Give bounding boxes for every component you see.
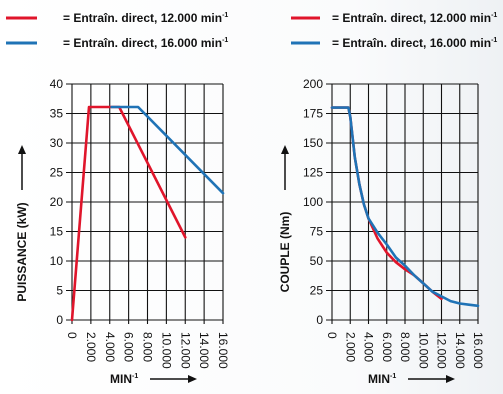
- x-tick-label: 2.000: [343, 332, 357, 362]
- x-tick-label: 0: [65, 332, 79, 339]
- legend-label-superscript: -1: [222, 37, 228, 44]
- legend-label-1: = Entraîn. direct, 12.000 min-1: [63, 11, 228, 25]
- y-tick-label: 25: [310, 284, 324, 298]
- x-tick-label: 8.000: [398, 332, 412, 362]
- x-tick-label: 14.000: [197, 332, 211, 369]
- series-line-1: [70, 105, 187, 322]
- x-tick-label: 6.000: [122, 332, 136, 362]
- x-tick-label: 16.000: [216, 332, 230, 369]
- legend-label-superscript: -1: [222, 12, 228, 19]
- x-axis-label: MIN-1: [110, 372, 138, 386]
- x-axis-arrow-head: [446, 375, 455, 383]
- chart-2: = Entraîn. direct, 12.000 min-1= Entraîn…: [278, 11, 497, 386]
- y-tick-label: 25: [50, 166, 64, 180]
- y-tick-label: 15: [50, 225, 64, 239]
- y-tick-label: 175: [303, 107, 323, 121]
- y-tick-label: 125: [303, 166, 323, 180]
- x-tick-label: 10.000: [416, 332, 430, 369]
- y-tick-label: 5: [56, 284, 63, 298]
- x-tick-label: 10.000: [159, 332, 173, 369]
- y-tick-label: 75: [310, 225, 324, 239]
- legend-label-text: = Entraîn. direct, 12.000 min: [63, 11, 222, 25]
- legend-label-text: = Entraîn. direct, 16.000 min: [332, 36, 491, 50]
- x-tick-label: 16.000: [471, 332, 485, 369]
- legend-label-superscript: -1: [491, 12, 497, 19]
- y-tick-label: 0: [316, 313, 323, 327]
- x-axis-label-superscript: -1: [132, 373, 138, 380]
- x-tick-label: 0: [325, 332, 339, 339]
- x-tick-label: 8.000: [141, 332, 155, 362]
- y-tick-label: 40: [50, 77, 64, 91]
- x-tick-label: 4.000: [103, 332, 117, 362]
- legend-label-text: = Entraîn. direct, 12.000 min: [332, 11, 491, 25]
- y-tick-label: 20: [50, 195, 64, 209]
- legend-label-1: = Entraîn. direct, 12.000 min-1: [332, 11, 497, 25]
- legend-label-2: = Entraîn. direct, 16.000 min-1: [332, 36, 497, 50]
- x-tick-label: 12.000: [435, 332, 449, 369]
- legend-label-2: = Entraîn. direct, 16.000 min-1: [63, 36, 228, 50]
- x-axis-label: MIN-1: [368, 372, 396, 386]
- y-tick-label: 30: [50, 136, 64, 150]
- y-tick-label: 0: [56, 313, 63, 327]
- y-tick-label: 35: [50, 107, 64, 121]
- y-axis-label: COUPLE (Nm): [278, 212, 292, 293]
- series-line-2: [330, 106, 480, 308]
- y-axis-label: PUISSANCE (kW): [15, 202, 29, 301]
- y-tick-label: 10: [50, 254, 64, 268]
- legend-label-superscript: -1: [491, 37, 497, 44]
- series-line-2: [110, 105, 225, 195]
- chart-1: = Entraîn. direct, 12.000 min-1= Entraîn…: [6, 11, 230, 386]
- y-tick-label: 150: [303, 136, 323, 150]
- x-axis-arrow-head: [188, 375, 197, 383]
- x-tick-label: 14.000: [453, 332, 467, 369]
- y-tick-label: 100: [303, 195, 323, 209]
- x-axis-label-text: MIN: [110, 372, 132, 386]
- y-axis-arrow-head: [281, 145, 289, 154]
- x-tick-label: 6.000: [380, 332, 394, 362]
- y-tick-label: 200: [303, 77, 323, 91]
- legend-label-text: = Entraîn. direct, 16.000 min: [63, 36, 222, 50]
- x-axis-label-superscript: -1: [390, 373, 396, 380]
- y-tick-label: 50: [310, 254, 324, 268]
- x-tick-label: 12.000: [178, 332, 192, 369]
- x-axis-label-text: MIN: [368, 372, 390, 386]
- x-tick-label: 2.000: [84, 332, 98, 362]
- y-axis-arrow-head: [18, 145, 26, 154]
- x-tick-label: 4.000: [362, 332, 376, 362]
